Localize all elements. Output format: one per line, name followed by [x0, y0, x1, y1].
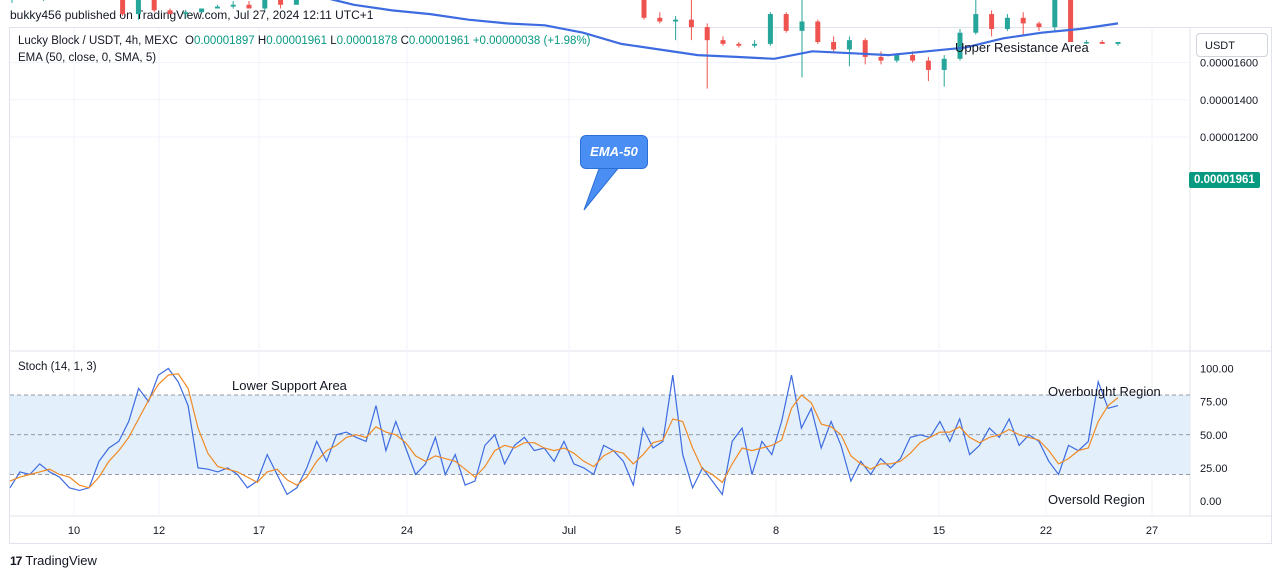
stoch-tick-label: 100.00 [1200, 364, 1234, 376]
candle-body [293, 0, 299, 5]
candle-body [151, 0, 157, 11]
candle-body [894, 55, 900, 61]
stoch-tick-label: 25.00 [1200, 463, 1228, 475]
candle-body [783, 14, 789, 31]
candle-body [941, 58, 947, 70]
time-tick-label: 8 [773, 525, 779, 537]
candle-body [925, 60, 931, 70]
legend-open: 0.00001897 [193, 35, 255, 47]
price-tick-label: 0.00001200 [1200, 132, 1258, 144]
time-tick-label: Jul [562, 525, 576, 537]
lower-support-label: Lower Support Area [232, 378, 347, 393]
candle-body [752, 43, 758, 46]
legend-close: 0.00001961 [408, 35, 470, 47]
chart-frame [9, 27, 1272, 544]
time-tick-label: 5 [675, 525, 681, 537]
stoch-tick-label: 0.00 [1200, 496, 1221, 508]
candle-body [815, 21, 821, 43]
time-tick-label: 12 [153, 525, 165, 537]
overbought-label: Overbought Region [1048, 384, 1161, 399]
stoch-d-line [9, 373, 1119, 489]
time-tick-label: 10 [68, 525, 80, 537]
candle-body [688, 19, 694, 28]
oversold-label: Oversold Region [1048, 492, 1145, 507]
candle-body [278, 0, 284, 5]
price-tick-label: 0.00001600 [1200, 58, 1258, 70]
currency-button[interactable]: USDT [1196, 33, 1268, 57]
stoch-legend: Stoch (14, 1, 3) [18, 361, 97, 373]
ema-callout: EMA-50 [580, 135, 648, 169]
candle-body [135, 0, 141, 15]
candle-body [910, 55, 916, 61]
candle-body [1052, 0, 1058, 28]
candle-body [720, 40, 726, 44]
stoch-tick-label: 50.00 [1200, 430, 1228, 442]
candle-body [167, 10, 173, 15]
candle-body [1036, 23, 1042, 28]
last-price-tag: 0.00001961 [1189, 172, 1260, 188]
tradingview-logo-icon: 17 [10, 553, 22, 568]
candle-body [704, 27, 710, 41]
price-legend: Lucky Block / USDT, 4h, MEXC O0.00001897… [18, 35, 591, 47]
candle-body [657, 17, 663, 22]
legend-close-label: C [400, 35, 409, 47]
candle-body [246, 4, 252, 9]
stoch-tick-label: 75.00 [1200, 397, 1228, 409]
candle-body [1083, 42, 1089, 44]
legend-symbol: Lucky Block / USDT, 4h, MEXC [18, 35, 178, 47]
legend-high-label: H [257, 35, 267, 47]
candle-body [831, 42, 837, 50]
candle-body [1115, 42, 1121, 44]
candle-body [120, 0, 126, 15]
publish-header: bukky456 published on TradingView.com, J… [10, 8, 374, 22]
legend-change: +0.00000038 (+1.98%) [472, 35, 591, 47]
time-tick-label: 27 [1146, 525, 1158, 537]
candle-body [673, 19, 679, 22]
candle-body [641, 0, 647, 18]
candle-body [989, 14, 995, 29]
stoch-k-line [9, 367, 1119, 496]
legend-low-label: L [330, 35, 337, 47]
upper-resistance-label: Upper Resistance Area [955, 40, 1089, 55]
time-tick-label: 15 [933, 525, 945, 537]
candle-body [262, 0, 268, 9]
candle-body [878, 56, 884, 61]
candle-body [1068, 0, 1074, 43]
price-tick-label: 0.00001400 [1200, 95, 1258, 107]
candle-body [183, 12, 189, 15]
tradingview-text: TradingView [25, 553, 97, 568]
ema-legend: EMA (50, close, 0, SMA, 5) [18, 52, 157, 64]
candle-body [1020, 17, 1026, 24]
candle-body [1004, 17, 1010, 29]
candle-body [957, 32, 963, 59]
legend-open-label: O [184, 35, 194, 47]
candle-body [1099, 42, 1105, 44]
candle-body [214, 6, 220, 9]
candle-body [846, 40, 852, 50]
candle-body [230, 4, 236, 7]
candle-body [973, 14, 979, 33]
candle-body [736, 43, 742, 46]
candle-body [767, 14, 773, 44]
tradingview-brand[interactable]: 17 TradingView [10, 553, 97, 568]
ema-50-line [329, 0, 1119, 60]
candle-body [799, 21, 805, 31]
time-tick-label: 22 [1040, 525, 1052, 537]
legend-high: 0.00001961 [266, 35, 327, 47]
candle-body [199, 8, 205, 13]
ema-callout-pointer [583, 165, 622, 211]
time-tick-label: 17 [253, 525, 265, 537]
legend-low: 0.00001878 [336, 35, 398, 47]
time-tick-label: 24 [401, 525, 413, 537]
candle-body [862, 40, 868, 57]
